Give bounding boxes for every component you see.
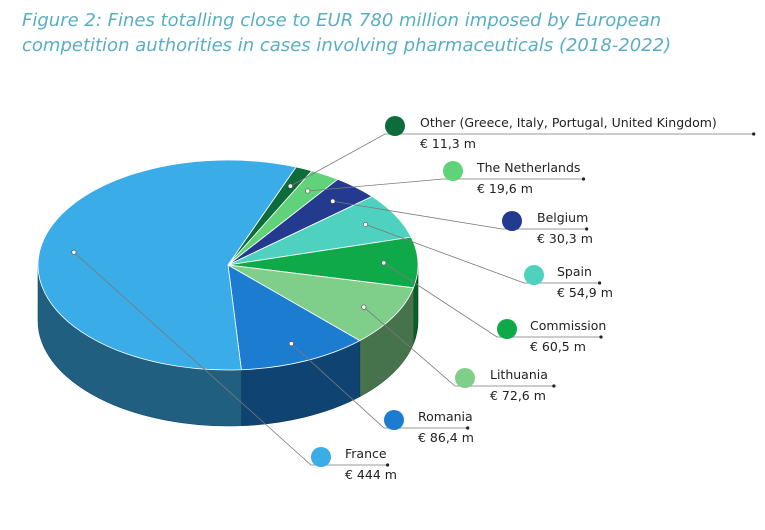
leader-anchor-commission <box>381 260 387 266</box>
leader-anchor-spain <box>362 221 369 228</box>
legend-swatch-lithuania <box>455 368 475 388</box>
label-spain: Spain <box>557 264 592 279</box>
leader-line-romania <box>291 343 468 429</box>
leader-end-spain <box>598 281 602 285</box>
leader-line-belgium <box>332 200 587 230</box>
leader-end-romania <box>466 426 470 430</box>
leader-end-commission <box>599 335 603 339</box>
leader-end-belgium <box>585 227 589 231</box>
value-belgium: € 30,3 m <box>537 231 593 246</box>
leader-end-the-netherlands <box>581 177 586 181</box>
leader-anchor-lithuania <box>361 304 367 310</box>
label-the-netherlands: The Netherlands <box>476 160 580 175</box>
value-commission: € 60,5 m <box>530 339 586 354</box>
value-romania: € 86,4 m <box>418 430 474 445</box>
label-commission: Commission <box>530 318 606 333</box>
pie-side-walls <box>37 264 419 427</box>
label-france: France <box>345 446 387 461</box>
leader-line-the-netherlands <box>307 178 584 192</box>
leader-anchor-the-netherlands <box>305 188 311 194</box>
label-other: Other (Greece, Italy, Portugal, United K… <box>420 115 717 130</box>
legend-labels: Other (Greece, Italy, Portugal, United K… <box>311 115 717 482</box>
leader-anchor-belgium <box>330 198 336 204</box>
leader-line-france <box>73 251 388 466</box>
chart-title-line-1: Figure 2: Fines totalling close to EUR 7… <box>22 10 662 31</box>
leader-end-other <box>752 132 756 136</box>
value-the-netherlands: € 19,6 m <box>477 181 533 196</box>
legend-swatch-commission <box>497 319 517 339</box>
pie-slice-romania <box>227 264 361 371</box>
leader-line-spain <box>365 224 600 284</box>
legend-swatch-other <box>385 116 405 136</box>
pie-slice-lithuania <box>227 264 415 342</box>
label-belgium: Belgium <box>537 210 588 225</box>
leader-line-other <box>290 133 754 187</box>
label-lithuania: Lithuania <box>490 367 548 382</box>
value-other: € 11,3 m <box>420 136 476 151</box>
value-france: € 444 m <box>345 467 397 482</box>
legend-swatch-france <box>311 447 331 467</box>
pie-top-slices <box>37 159 419 371</box>
label-romania: Romania <box>418 409 473 424</box>
leader-end-france <box>386 463 390 467</box>
leader-anchor-romania <box>288 341 294 347</box>
legend-swatch-spain <box>524 265 544 285</box>
pie-slice-france <box>37 159 297 371</box>
legend-swatch-romania <box>384 410 404 430</box>
leader-line-commission <box>383 262 601 338</box>
label-leader-lines <box>71 132 756 467</box>
leader-anchor-other <box>287 183 293 189</box>
chart-title: Figure 2: Fines totalling close to EUR 7… <box>22 8 752 58</box>
leader-line-lithuania <box>363 306 554 387</box>
pie-slice-commission <box>227 236 419 289</box>
legend-swatch-the-netherlands <box>443 161 463 181</box>
value-spain: € 54,9 m <box>557 285 613 300</box>
leader-end-lithuania <box>552 384 556 388</box>
value-lithuania: € 72,6 m <box>490 388 546 403</box>
legend-swatch-belgium <box>502 211 522 231</box>
leader-anchor-france <box>71 249 77 255</box>
chart-title-line-2: competition authorities in cases involvi… <box>22 35 672 56</box>
